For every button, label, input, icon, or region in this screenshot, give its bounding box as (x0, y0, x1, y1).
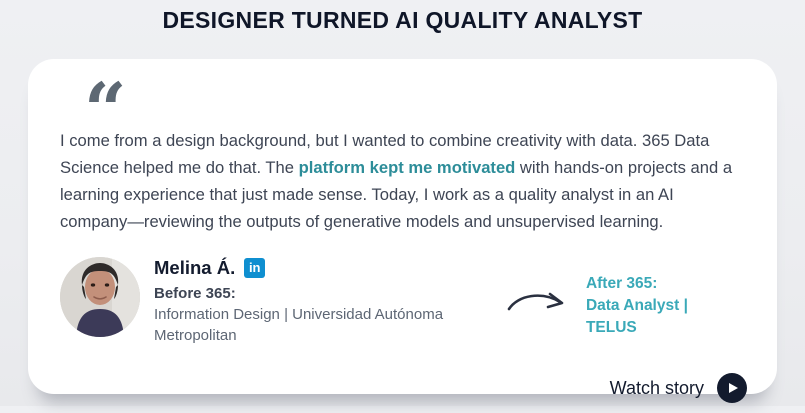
before-value: Information Design | Universidad Autónom… (154, 306, 444, 344)
curved-arrow-icon (506, 283, 568, 322)
play-triangle (729, 383, 738, 393)
testimonial-section: DESIGNER TURNED AI QUALITY ANALYST “ I c… (0, 7, 805, 413)
person-name: Melina Á. (154, 257, 236, 278)
name-row: Melina Á. in (154, 257, 472, 279)
testimonial-card: “ I come from a design background, but I… (28, 59, 777, 403)
before-column: Melina Á. in Before 365: Information Des… (154, 257, 472, 346)
testimonial-text-before: I come from a design background, but I w… (60, 131, 710, 177)
play-icon[interactable] (717, 373, 747, 403)
testimonial-text: I come from a design background, but I w… (60, 127, 744, 235)
watch-story-button[interactable]: Watch story (610, 373, 747, 403)
watch-story-label[interactable]: Watch story (609, 377, 704, 398)
before-label: Before 365: (154, 285, 236, 302)
after-value: Data Analyst | TELUS (585, 297, 688, 336)
testimonial-highlight: platform kept me motivated (298, 158, 516, 177)
linkedin-icon[interactable]: in (244, 258, 266, 278)
quote-icon: “ (84, 68, 127, 154)
avatar (60, 257, 140, 337)
avatar-illustration (60, 257, 140, 337)
page-title: DESIGNER TURNED AI QUALITY ANALYST (162, 7, 643, 33)
after-column: After 365: Data Analyst | TELUS (586, 273, 743, 339)
profile-row: Melina Á. in Before 365: Information Des… (60, 257, 743, 346)
after-label: After 365: (585, 275, 658, 292)
testimonial-text-after: with hands-on projects and a learning ex… (60, 158, 733, 231)
